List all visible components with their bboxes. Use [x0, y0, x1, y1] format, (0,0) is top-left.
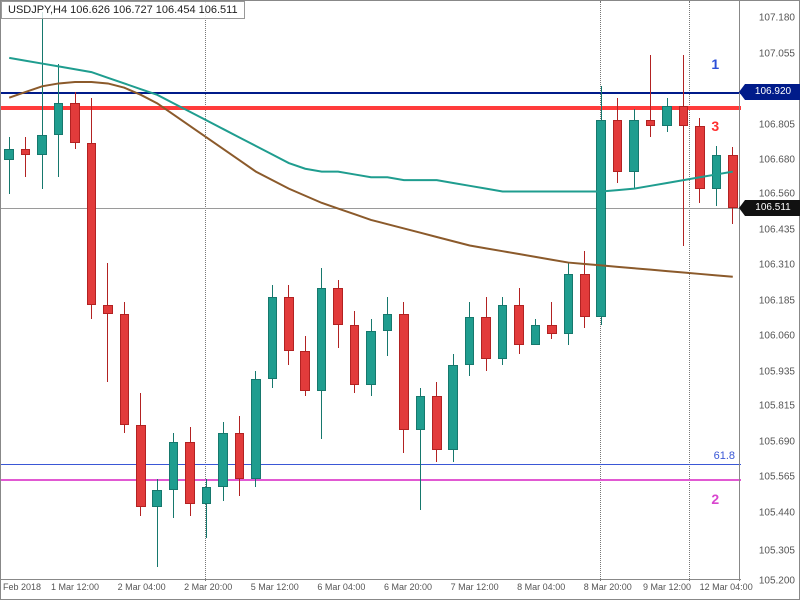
candle-body: [498, 305, 508, 359]
candle-body: [712, 155, 722, 189]
candle-body: [613, 120, 623, 171]
candle-body: [54, 103, 64, 134]
candle-body: [235, 433, 245, 478]
candle-body: [333, 288, 343, 325]
candle-body: [251, 379, 261, 479]
candle-body: [580, 274, 590, 317]
x-tick: 28 Feb 2018: [0, 582, 41, 592]
candle-body: [695, 126, 705, 189]
x-tick: 5 Mar 12:00: [251, 582, 299, 592]
level-106920: [1, 92, 741, 94]
plot-area[interactable]: 106.920106.51161.8132: [1, 1, 741, 581]
x-tick: 2 Mar 04:00: [118, 582, 166, 592]
y-tick: 106.680: [759, 155, 795, 166]
candle-wick: [9, 137, 10, 194]
current-price: [1, 208, 741, 209]
candle-body: [514, 305, 524, 345]
candle-body: [268, 297, 278, 379]
y-tick: 107.180: [759, 13, 795, 24]
candle-body: [564, 274, 574, 334]
y-tick: 106.560: [759, 189, 795, 200]
candle-body: [21, 149, 31, 155]
y-tick: 105.305: [759, 546, 795, 557]
candle-body: [465, 317, 475, 365]
y-tick: 105.440: [759, 507, 795, 518]
ohlc-text: 106.626 106.727 106.454 106.511: [70, 4, 237, 16]
candle-body: [300, 351, 310, 391]
candle-body: [679, 106, 689, 126]
current-price-flag: 106.511: [745, 200, 800, 216]
candle-body: [399, 314, 409, 431]
x-tick: 6 Mar 20:00: [384, 582, 432, 592]
x-tick: 1 Mar 12:00: [51, 582, 99, 592]
candle-body: [152, 490, 162, 507]
candle-body: [416, 396, 426, 430]
level-106920-flag: 106.920: [745, 84, 800, 100]
ma-brown: [1, 1, 741, 581]
candle-wick: [551, 302, 552, 339]
y-tick: 107.055: [759, 48, 795, 59]
y-tick: 106.805: [759, 119, 795, 130]
candle-body: [37, 135, 47, 155]
y-tick: 105.690: [759, 436, 795, 447]
candle-body: [70, 103, 80, 143]
x-tick: 2 Mar 20:00: [184, 582, 232, 592]
candle-wick: [683, 55, 684, 245]
candle-body: [531, 325, 541, 345]
candle-wick: [42, 12, 43, 188]
candle-body: [350, 325, 360, 385]
candle-body: [432, 396, 442, 450]
day-separator: [689, 1, 690, 581]
x-axis: 28 Feb 2018 1 Mar 12:00 2 Mar 04:00 2 Mar 2…: [1, 579, 741, 599]
candle-body: [629, 120, 639, 171]
y-tick: 106.310: [759, 260, 795, 271]
level-red-band: [1, 106, 741, 110]
y-tick: 105.815: [759, 401, 795, 412]
annot-3: 3: [711, 118, 719, 134]
x-tick: 12 Mar 04:00: [700, 582, 753, 592]
candle-wick: [25, 137, 26, 177]
x-tick: 6 Mar 04:00: [317, 582, 365, 592]
candle-body: [383, 314, 393, 331]
ma-teal: [1, 1, 741, 581]
y-tick: 105.565: [759, 472, 795, 483]
y-tick: 106.435: [759, 224, 795, 235]
x-tick: 7 Mar 12:00: [451, 582, 499, 592]
annot-1: 1: [711, 56, 719, 72]
candle-body: [120, 314, 130, 425]
x-tick: 8 Mar 04:00: [517, 582, 565, 592]
y-tick: 105.935: [759, 367, 795, 378]
symbol-text: USDJPY,H4: [8, 4, 67, 16]
candle-body: [185, 442, 195, 505]
candle-body: [136, 425, 146, 507]
candle-body: [596, 120, 606, 316]
fib-618-label: 61.8: [714, 450, 735, 462]
candle-body: [202, 487, 212, 504]
candle-body: [366, 331, 376, 385]
candle-body: [4, 149, 14, 160]
fib-618: [1, 464, 741, 465]
y-tick: 105.200: [759, 576, 795, 587]
chart-container: USDJPY,H4 106.626 106.727 106.454 106.51…: [0, 0, 800, 600]
x-tick: 9 Mar 12:00: [643, 582, 691, 592]
candle-body: [728, 155, 738, 209]
candle-body: [218, 433, 228, 487]
candle-body: [547, 325, 557, 334]
symbol-title: USDJPY,H4 106.626 106.727 106.454 106.51…: [1, 1, 245, 19]
candle-body: [646, 120, 656, 126]
candle-body: [448, 365, 458, 450]
candle-body: [317, 288, 327, 390]
candle-body: [284, 297, 294, 351]
candle-body: [87, 143, 97, 305]
candle-body: [103, 305, 113, 314]
candle-body: [481, 317, 491, 360]
candle-wick: [107, 263, 108, 382]
x-tick: 8 Mar 20:00: [584, 582, 632, 592]
level-magenta: [1, 479, 741, 481]
annot-2: 2: [711, 491, 719, 507]
candle-body: [169, 442, 179, 490]
y-tick: 106.185: [759, 295, 795, 306]
y-tick: 106.060: [759, 331, 795, 342]
candle-body: [662, 106, 672, 126]
